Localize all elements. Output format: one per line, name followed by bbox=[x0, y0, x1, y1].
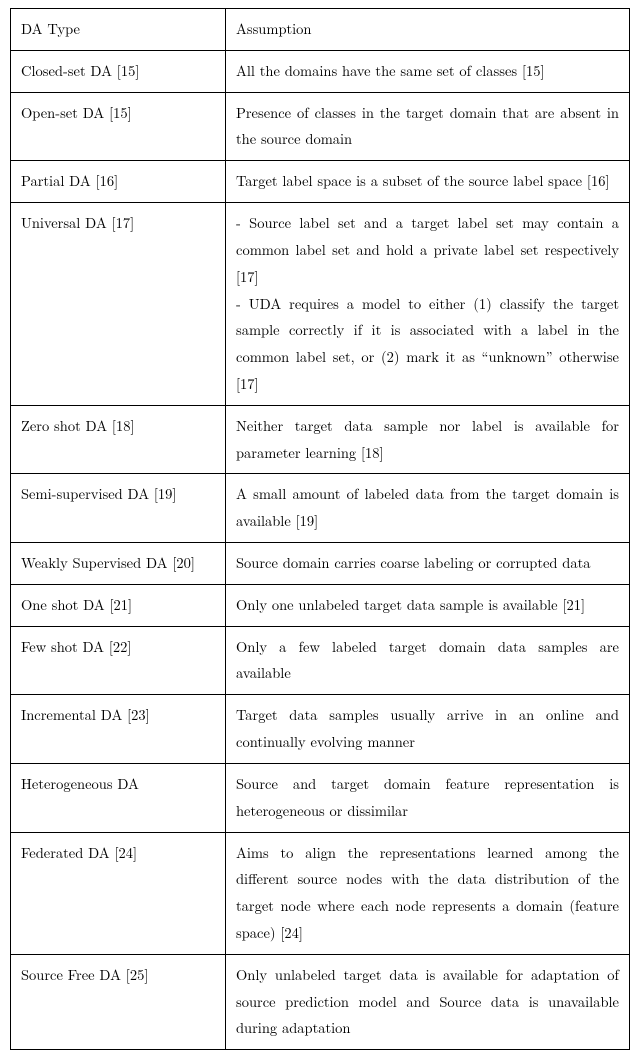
cell-assumption: All the domains have the same set of cla… bbox=[226, 50, 630, 92]
header-assumption: Assumption bbox=[226, 9, 630, 51]
table-row: Few shot DA [22] Only a few labeled targ… bbox=[11, 626, 630, 695]
cell-da-type: Weakly Supervised DA [20] bbox=[11, 543, 226, 585]
header-da-type: DA Type bbox=[11, 9, 226, 51]
cell-assumption: Aims to align the representations learne… bbox=[226, 832, 630, 954]
table-row: Zero shot DA [18] Neither target data sa… bbox=[11, 405, 630, 474]
cell-assumption: A small amount of labeled data from the … bbox=[226, 474, 630, 543]
table-row: Semi-supervised DA [19] A small amount o… bbox=[11, 474, 630, 543]
cell-da-type: Open-set DA [15] bbox=[11, 92, 226, 161]
table-row: Universal DA [17] - Source label set and… bbox=[11, 203, 630, 406]
cell-da-type: Heterogeneous DA bbox=[11, 763, 226, 832]
table-row: Open-set DA [15] Presence of classes in … bbox=[11, 92, 630, 161]
cell-assumption: Source domain carries coarse labeling or… bbox=[226, 543, 630, 585]
cell-da-type: Closed-set DA [15] bbox=[11, 50, 226, 92]
table-body: Closed-set DA [15] All the domains have … bbox=[11, 50, 630, 1049]
table-row: Heterogeneous DA Source and target domai… bbox=[11, 763, 630, 832]
cell-da-type: Few shot DA [22] bbox=[11, 626, 226, 695]
cell-assumption: Only a few labeled target domain data sa… bbox=[226, 626, 630, 695]
cell-da-type: Semi-supervised DA [19] bbox=[11, 474, 226, 543]
table-row: Incremental DA [23] Target data samples … bbox=[11, 695, 630, 764]
table-row: Closed-set DA [15] All the domains have … bbox=[11, 50, 630, 92]
table-row: Federated DA [24] Aims to align the repr… bbox=[11, 832, 630, 954]
cell-assumption: Presence of classes in the target domain… bbox=[226, 92, 630, 161]
cell-da-type: Universal DA [17] bbox=[11, 203, 226, 406]
cell-da-type: One shot DA [21] bbox=[11, 584, 226, 626]
table-header-row: DA Type Assumption bbox=[11, 9, 630, 51]
cell-assumption: Only unlabeled target data is available … bbox=[226, 954, 630, 1049]
cell-assumption: Only one unlabeled target data sample is… bbox=[226, 584, 630, 626]
cell-da-type: Partial DA [16] bbox=[11, 161, 226, 203]
cell-da-type: Zero shot DA [18] bbox=[11, 405, 226, 474]
table-row: Source Free DA [25] Only unlabeled targe… bbox=[11, 954, 630, 1049]
cell-assumption: Target label space is a subset of the so… bbox=[226, 161, 630, 203]
table-row: Weakly Supervised DA [20] Source domain … bbox=[11, 543, 630, 585]
cell-da-type: Federated DA [24] bbox=[11, 832, 226, 954]
cell-assumption: - Source label set and a target label se… bbox=[226, 203, 630, 406]
cell-assumption: Target data samples usually arrive in an… bbox=[226, 695, 630, 764]
cell-da-type: Source Free DA [25] bbox=[11, 954, 226, 1049]
table-row: One shot DA [21] Only one unlabeled targ… bbox=[11, 584, 630, 626]
table-container: DA Type Assumption Closed-set DA [15] Al… bbox=[0, 0, 640, 1060]
cell-assumption: Neither target data sample nor label is … bbox=[226, 405, 630, 474]
cell-da-type: Incremental DA [23] bbox=[11, 695, 226, 764]
cell-assumption: Source and target domain feature represe… bbox=[226, 763, 630, 832]
da-types-table: DA Type Assumption Closed-set DA [15] Al… bbox=[10, 8, 630, 1050]
table-row: Partial DA [16] Target label space is a … bbox=[11, 161, 630, 203]
